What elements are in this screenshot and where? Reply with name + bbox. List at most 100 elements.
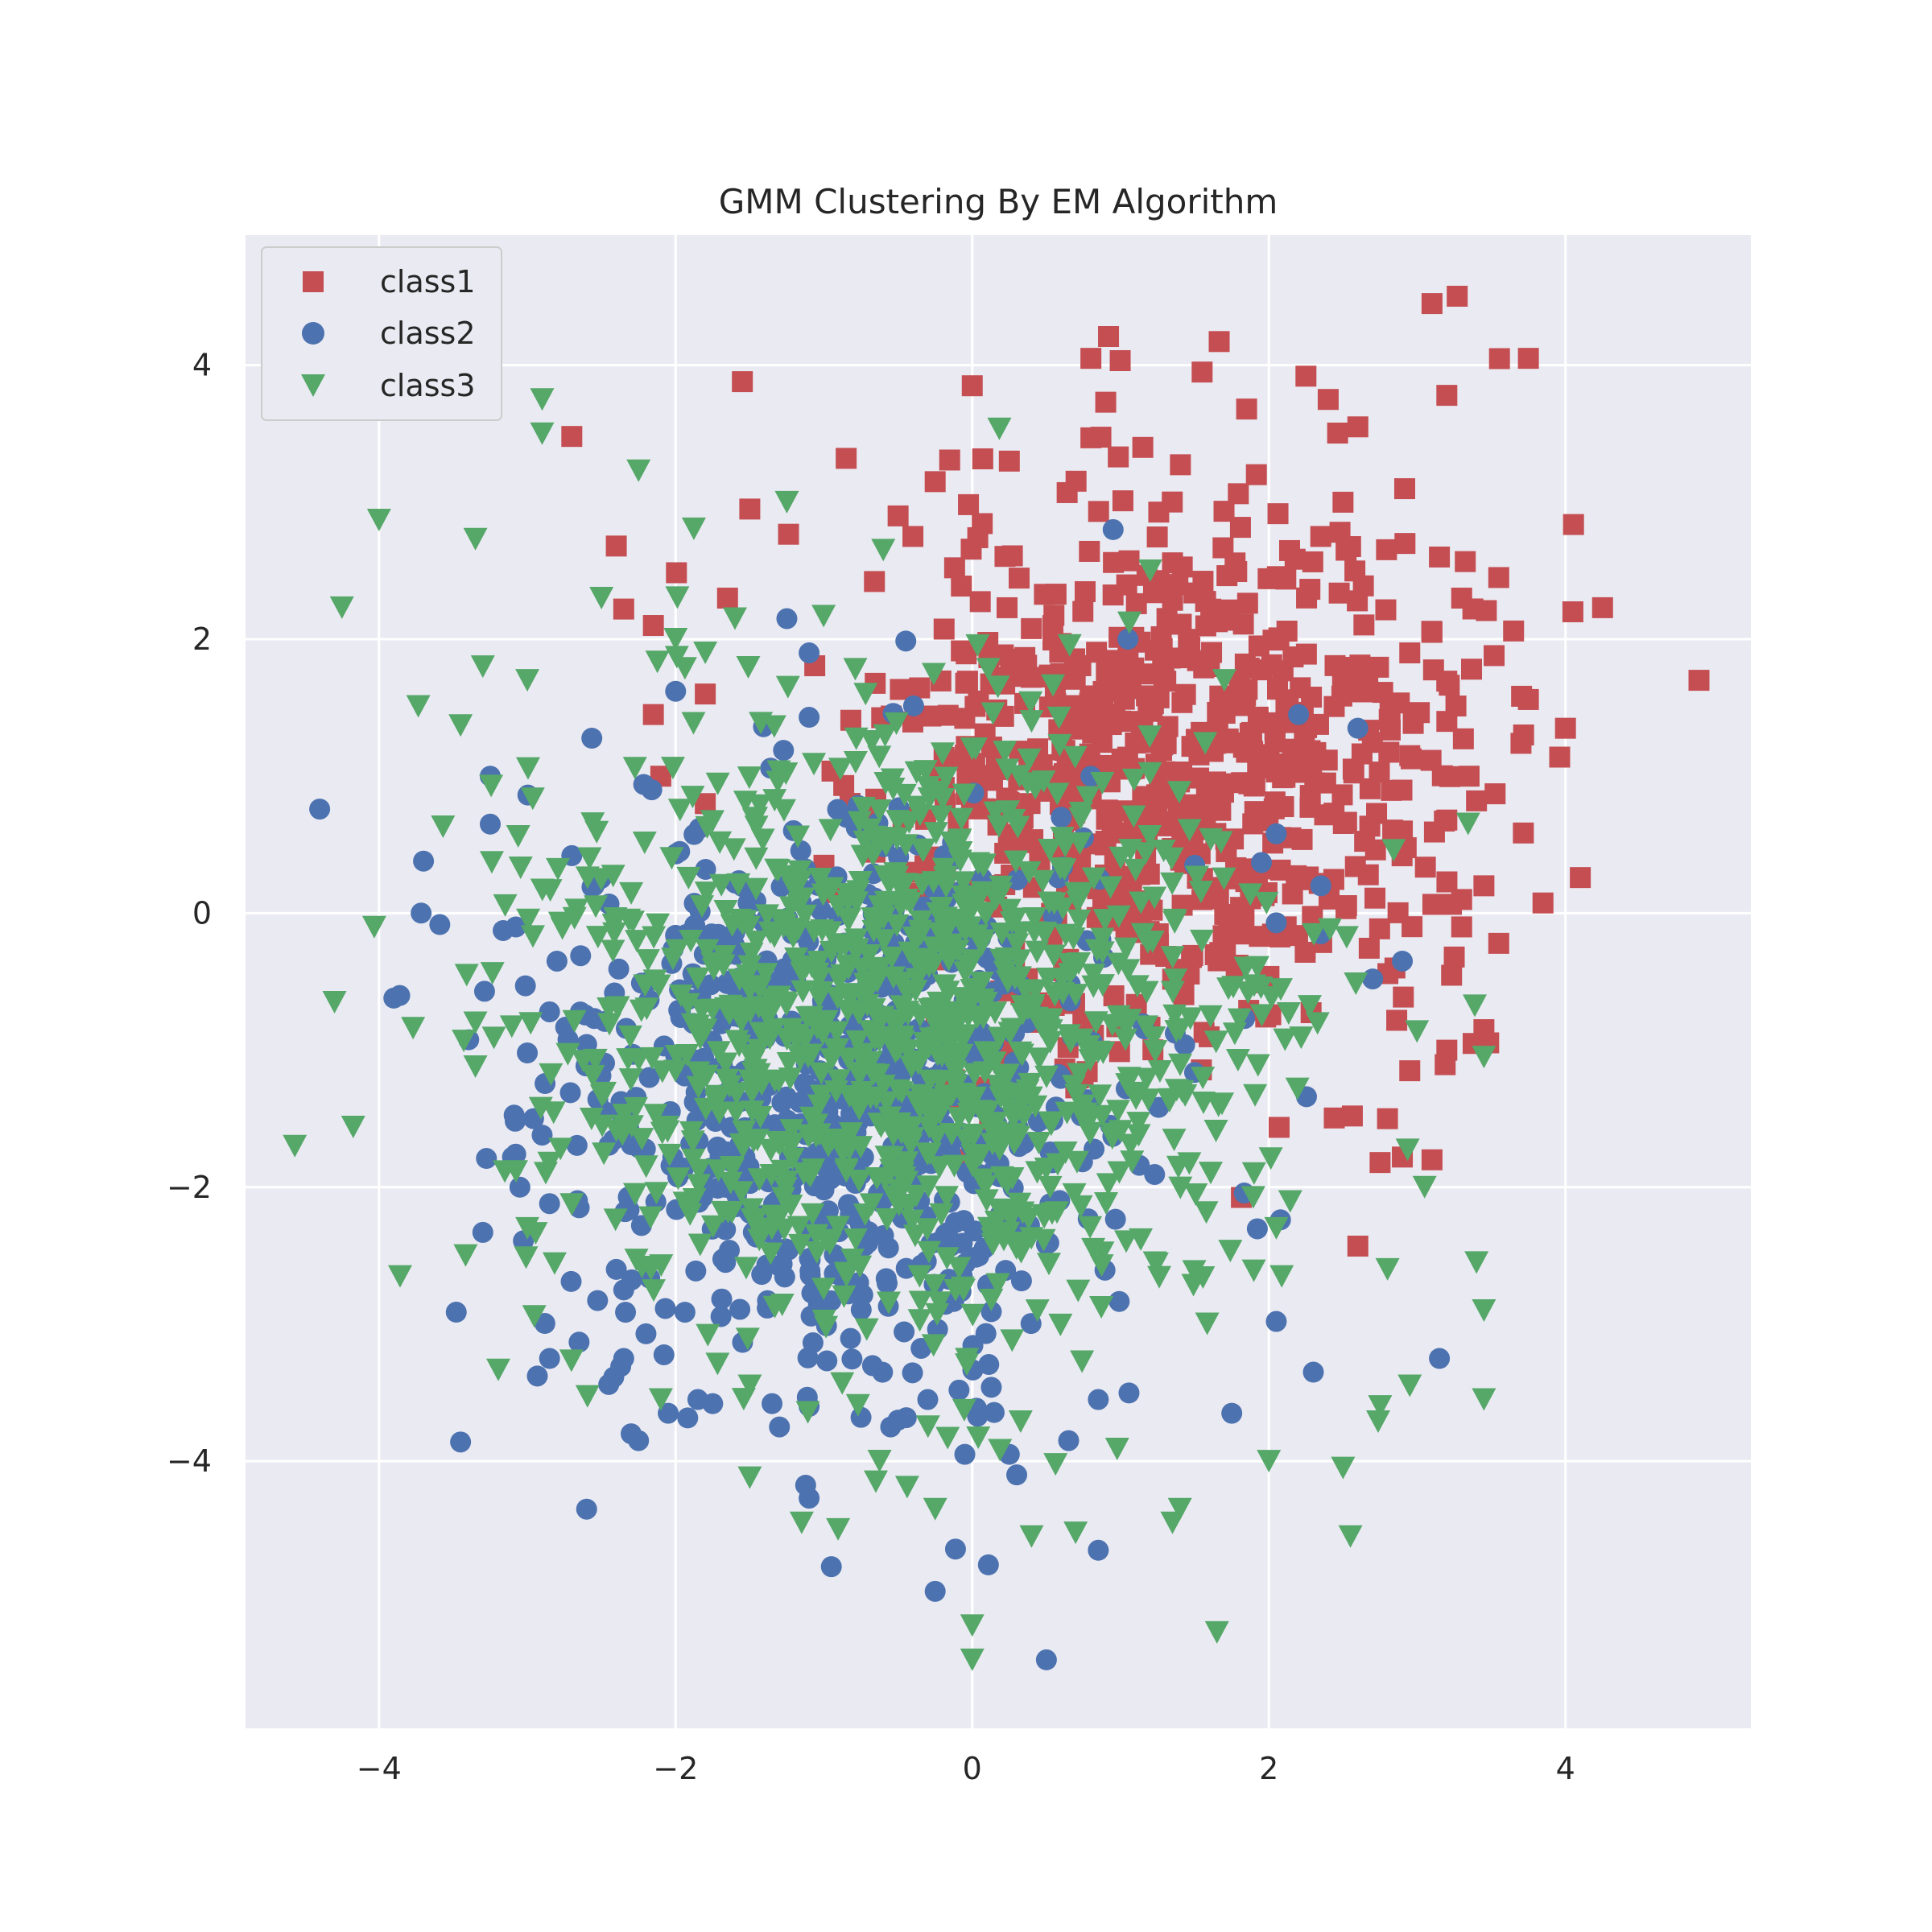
class1-point: [1212, 537, 1234, 559]
class3-point: [887, 1112, 912, 1135]
class2-point: [473, 980, 495, 1002]
class1-point: [1513, 822, 1534, 844]
class3-point: [837, 907, 862, 931]
class3-point: [1218, 1240, 1243, 1263]
class3-point: [758, 1242, 783, 1265]
class3-point: [853, 683, 878, 706]
class1-point: [1118, 550, 1140, 572]
class1-point: [969, 591, 991, 613]
class2-point: [799, 707, 820, 729]
class1-point: [1347, 1235, 1368, 1257]
class1-point: [1392, 820, 1414, 842]
class2-point: [776, 608, 798, 630]
class1-point: [1488, 932, 1509, 954]
class3-point: [1003, 1127, 1028, 1150]
class3-point: [533, 1162, 558, 1185]
class3-point: [601, 939, 625, 963]
class3-point: [1026, 1131, 1051, 1154]
class3-point: [690, 1021, 715, 1044]
class3-point: [873, 890, 898, 914]
class1-point: [1170, 454, 1191, 476]
class3-point: [733, 1257, 758, 1280]
class1-point: [1473, 1019, 1495, 1041]
class3-point: [601, 865, 625, 888]
class3-point: [867, 799, 892, 822]
class2-point: [1088, 1389, 1109, 1410]
class1-point: [1088, 501, 1109, 522]
class3-point: [1302, 923, 1327, 946]
class3-point: [934, 766, 959, 790]
class1-point: [1488, 348, 1510, 369]
class3-point: [696, 1323, 720, 1347]
class3-point: [632, 832, 657, 855]
class1-point: [1045, 584, 1067, 605]
class1-point: [1096, 808, 1117, 830]
class3-point: [1278, 1190, 1302, 1213]
class3-point: [555, 1042, 580, 1066]
class3-point: [1168, 1053, 1193, 1076]
class3-point: [786, 1216, 811, 1239]
class3-point: [969, 933, 994, 956]
class3-point: [1305, 1012, 1330, 1035]
class3-point: [1221, 976, 1246, 999]
class3-point: [694, 1064, 719, 1088]
class3-point: [1070, 1350, 1095, 1373]
class3-point: [800, 1203, 825, 1226]
class3-point: [922, 1274, 947, 1297]
class3-point: [1243, 1084, 1268, 1107]
class3-point: [619, 881, 644, 905]
class3-point: [964, 1006, 989, 1030]
class3-point: [1003, 850, 1028, 873]
class3-point: [722, 607, 747, 630]
class2-point: [1310, 875, 1331, 897]
class3-point: [908, 1290, 933, 1314]
class3-point: [1106, 905, 1131, 928]
class3-point: [746, 996, 771, 1019]
class3-point: [844, 939, 869, 963]
class1-point: [1532, 892, 1554, 914]
class3-point: [818, 921, 843, 944]
class3-point: [518, 1012, 543, 1035]
class3-point: [779, 1119, 804, 1142]
class2-point: [654, 1298, 676, 1319]
class3-point: [873, 833, 898, 857]
class1-point: [1421, 1149, 1443, 1170]
class3-point: [1047, 733, 1072, 757]
class3-point: [713, 899, 738, 923]
class2-point: [413, 850, 435, 872]
class3-point: [1462, 994, 1487, 1018]
class2-point: [581, 728, 603, 749]
class3-point: [766, 770, 791, 794]
class3-point: [886, 1194, 911, 1217]
class3-point: [1245, 1054, 1270, 1077]
class2-point: [980, 1377, 1002, 1398]
class3-point: [879, 946, 904, 969]
class3-point: [539, 1063, 564, 1086]
class3-point: [942, 1154, 967, 1178]
class2-point: [841, 1348, 863, 1370]
class3-point: [1193, 732, 1218, 755]
class1-point: [1008, 568, 1030, 589]
class3-point: [966, 1426, 991, 1449]
class3-point: [630, 1256, 654, 1279]
class2-point: [539, 1001, 560, 1022]
class3-point: [789, 1511, 814, 1534]
class3-point: [986, 815, 1011, 838]
class3-point: [1198, 1005, 1223, 1028]
class3-point: [721, 838, 746, 861]
class2-point: [861, 1355, 883, 1377]
class3-point: [626, 459, 651, 482]
class2-point: [635, 1323, 657, 1344]
class1-point: [1688, 670, 1710, 691]
class3-point: [712, 945, 737, 968]
class3-point: [1241, 1186, 1265, 1209]
class1-point: [1268, 627, 1290, 649]
class2-point: [526, 1365, 548, 1387]
class1-point: [1436, 1039, 1458, 1061]
class1-point: [1092, 701, 1114, 723]
class3-point: [935, 1045, 960, 1068]
class1-point: [695, 683, 716, 705]
class1-point: [1301, 757, 1323, 778]
class3-point: [1117, 1067, 1141, 1090]
class1-point: [1342, 758, 1364, 780]
